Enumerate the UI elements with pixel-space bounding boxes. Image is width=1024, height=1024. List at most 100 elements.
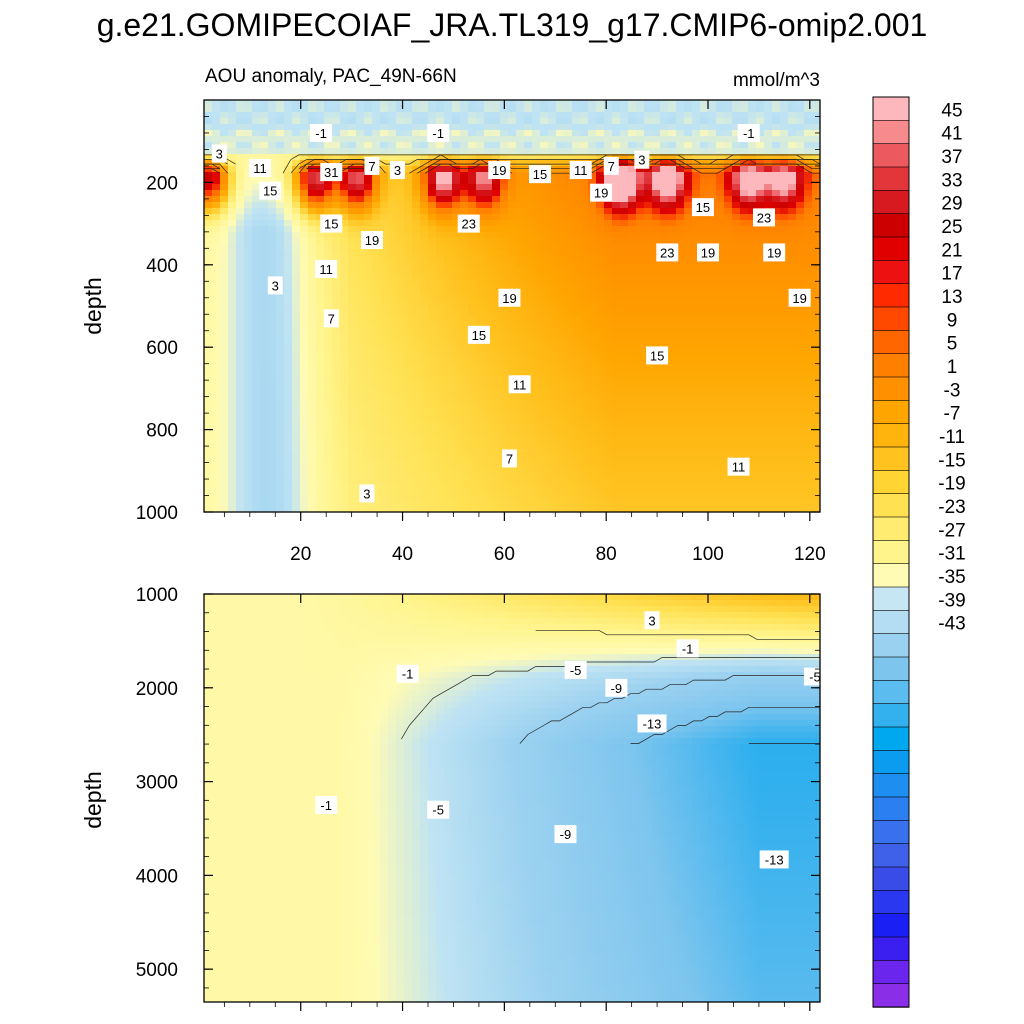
contour-line	[519, 675, 820, 744]
contour-label-text: -1	[743, 126, 755, 141]
colorbar-label: 29	[941, 194, 962, 215]
units-label: mmol/m^3	[733, 70, 820, 91]
contour-label: 23	[656, 243, 679, 262]
contour-label: 7	[364, 156, 380, 175]
colorbar-frame	[872, 96, 910, 1008]
colorbar-label: -43	[938, 614, 965, 635]
contour-label-text: 11	[253, 161, 267, 176]
contour-label-text: 3	[363, 486, 370, 501]
contour-label-text: 15	[650, 348, 664, 363]
contour-label: 11	[727, 457, 750, 476]
colorbar-swatch	[872, 353, 910, 378]
contour-label: -1	[315, 796, 338, 815]
colorbar-swatch	[872, 983, 910, 1008]
contour-label-text: 23	[461, 217, 475, 232]
contour-label: 19	[361, 231, 383, 250]
upper-panel: 3 11 15 -1 31 7 3 -1 19 15 11 7 3 -1 19 15 19 23 23 15 23 19 1…	[80, 99, 826, 565]
contour-label-text: 3	[216, 147, 223, 162]
x-tick-label: 40	[392, 544, 413, 565]
x-tick-label: 80	[596, 544, 617, 565]
upper-axes: 200 400 600 800 1000 20 40 60 80 100 120	[136, 100, 826, 565]
y-tick-label: 2000	[136, 679, 178, 700]
contour-label: 11	[569, 161, 592, 180]
y-tick-label: 400	[146, 256, 178, 277]
colorbar-swatch	[872, 750, 910, 775]
contour-label-text: 7	[506, 451, 513, 466]
y-tick-label: 200	[146, 173, 178, 194]
contour-line	[590, 163, 820, 174]
lower-y-axis-label: depth	[80, 771, 106, 829]
colorbar-swatch	[872, 563, 910, 588]
contour-label: 3	[634, 150, 650, 169]
colorbar-swatch	[872, 166, 910, 192]
contour-label-text: 11	[513, 377, 527, 392]
colorbar-swatch	[872, 260, 910, 285]
colorbar-swatch	[872, 890, 910, 915]
contour-label: 7	[323, 309, 339, 328]
contour-label: 7	[501, 449, 517, 468]
contour-label-text: -13	[643, 716, 662, 731]
contour-label: -9	[554, 825, 577, 844]
chart-title: g.e21.GOMIPECOIAF_JRA.TL319_g17.CMIP6-om…	[97, 7, 928, 43]
contour-label: -1	[427, 123, 450, 142]
contour-label-text: 7	[608, 159, 615, 174]
contour-label-text: 19	[767, 245, 781, 260]
contour-label: -1	[676, 639, 699, 658]
contour-line	[630, 706, 820, 744]
contour-label-text: 11	[732, 460, 746, 475]
colorbar-swatch	[872, 236, 910, 262]
contour-label: 19	[788, 288, 811, 307]
contour-label: 23	[457, 214, 480, 233]
y-tick-label: 4000	[136, 866, 178, 887]
contour-label: 3	[267, 276, 283, 295]
contour-label-text: 15	[696, 200, 710, 215]
contour-label-text: 19	[365, 233, 379, 248]
contour-label-text: -5	[570, 663, 582, 678]
contour-label: 19	[488, 161, 511, 180]
y-tick-label: 5000	[136, 960, 178, 981]
contour-label: -1	[737, 123, 760, 142]
contour-label: -13	[637, 714, 667, 733]
colorbar-swatch	[872, 540, 910, 565]
colorbar-label: -11	[939, 427, 965, 448]
colorbar-swatch	[872, 96, 910, 122]
contour-line	[204, 163, 220, 170]
contour-label: 31	[320, 163, 343, 182]
contour-label-text: 7	[328, 311, 335, 326]
contour-label-text: 23	[660, 245, 674, 260]
contour-label: 15	[646, 346, 669, 365]
colorbar-swatch	[872, 773, 910, 798]
upper-contour-labels: 3 11 15 -1 31 7 3 -1 19 15 11 7 3 -1 19 15 19 23 23 15 23 19 1…	[211, 123, 811, 503]
colorbar-swatch	[872, 703, 910, 728]
colorbar-label: -23	[938, 497, 965, 518]
contour-label-text: 15	[533, 167, 547, 182]
contour-label-text: 19	[502, 291, 516, 306]
y-tick-label: 3000	[136, 773, 178, 794]
colorbar-swatch	[872, 843, 910, 868]
colorbar-label: -27	[938, 520, 965, 541]
contour-label: 15	[320, 214, 343, 233]
colorbar-swatch	[872, 796, 910, 822]
colorbar-swatch	[872, 143, 910, 168]
contour-label: -13	[759, 850, 789, 869]
colorbar-label: 5	[947, 334, 958, 355]
contour-label-text: 3	[272, 278, 279, 293]
y-tick-label: 600	[146, 338, 178, 359]
colorbar-swatch	[872, 913, 910, 938]
contour-label-text: -1	[682, 641, 694, 656]
contour-label: -1	[310, 123, 333, 142]
lower-contour-fill	[204, 594, 820, 1002]
panel-subtitle: AOU anomaly, PAC_49N-66N	[205, 66, 457, 87]
contour-label: 19	[697, 243, 719, 262]
colorbar-swatch	[872, 446, 910, 472]
contour-label-text: 3	[648, 613, 655, 628]
colorbar-swatch	[872, 936, 910, 962]
lower-contour-lines	[401, 629, 820, 744]
colorbar-swatch	[872, 283, 910, 308]
contour-line	[204, 168, 220, 174]
colorbar-swatch	[872, 633, 910, 658]
contour-label: -5	[564, 660, 587, 679]
x-tick-label: 120	[794, 544, 826, 565]
colorbar-label: 1	[947, 357, 958, 378]
